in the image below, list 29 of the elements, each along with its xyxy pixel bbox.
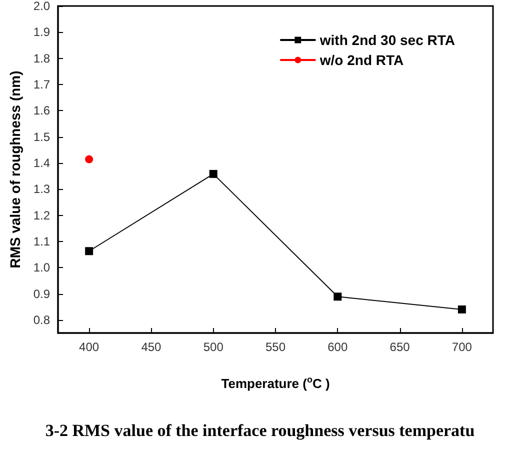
x-tick-label: 650	[390, 340, 410, 354]
text: 3-2 RMS value of the interface roughness versus temperatu	[45, 421, 475, 440]
y-tick-label: 1.7	[33, 77, 50, 92]
point	[85, 155, 94, 164]
y-tick-label: 1.1	[33, 234, 50, 248]
y-tick-label: 1.5	[33, 130, 50, 144]
y-tick-label: 2.0	[33, 0, 50, 13]
legend-label: with 2nd 30 sec RTA	[318, 32, 456, 48]
y-tick-label: 1.4	[33, 156, 50, 170]
y-tick-label: 1.0	[33, 260, 50, 275]
y-tick-label: 1.8	[33, 51, 50, 66]
x-tick-label: 450	[141, 340, 162, 354]
y-tick-label: 1.6	[33, 104, 50, 118]
y-tick-label: 0.9	[33, 286, 50, 301]
y-tick-label: 0.8	[33, 312, 50, 327]
x-tick-label: 550	[265, 340, 286, 354]
point	[334, 292, 342, 301]
legend-label: w/o 2nd RTA	[318, 52, 404, 68]
point	[458, 305, 466, 314]
y-tick-label: 1.3	[33, 182, 50, 196]
y-axis-title: RMS value of roughness (nm)	[7, 70, 23, 268]
point	[85, 247, 94, 256]
x-tick-label: 500	[203, 340, 224, 354]
x-tick-label: 700	[452, 340, 472, 354]
y-tick-label: 1.9	[33, 25, 50, 40]
x-tick-label: 600	[328, 340, 348, 354]
x-tick-label: 400	[79, 340, 100, 354]
y-tick-label: 1.2	[33, 208, 50, 222]
point	[209, 170, 218, 178]
